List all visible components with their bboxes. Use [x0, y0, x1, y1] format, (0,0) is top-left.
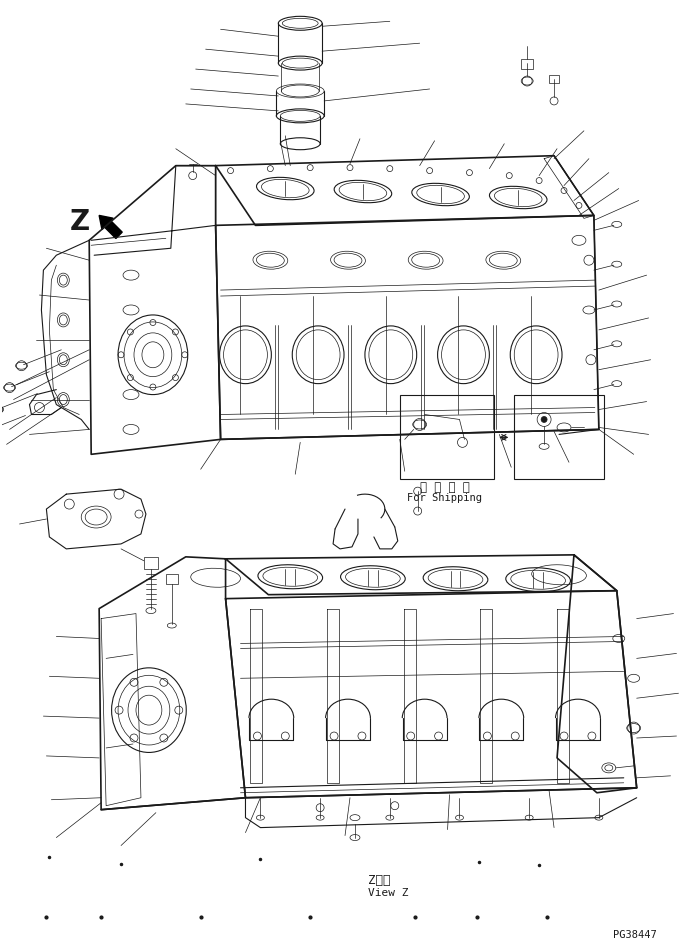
Text: PG38447: PG38447 — [613, 930, 657, 940]
Text: Z: Z — [69, 209, 89, 236]
Text: View Z: View Z — [368, 888, 408, 899]
Bar — [144, 557, 158, 569]
Bar — [521, 59, 533, 69]
Bar — [400, 395, 494, 480]
Bar — [514, 395, 604, 480]
Bar — [166, 574, 178, 583]
Text: Z　視: Z 視 — [368, 874, 390, 887]
Text: 運 携 部 品: 運 携 部 品 — [419, 481, 470, 495]
Text: For Shipping: For Shipping — [407, 493, 482, 503]
FancyArrow shape — [99, 215, 122, 239]
Circle shape — [541, 416, 547, 423]
Bar — [549, 76, 559, 83]
